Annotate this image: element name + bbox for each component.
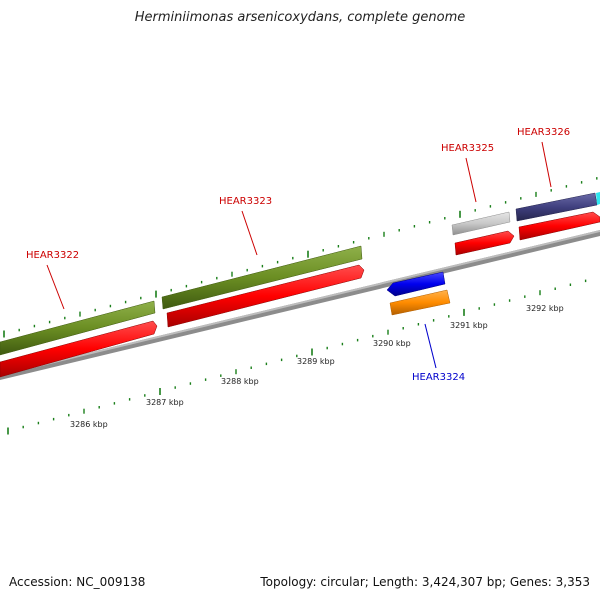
scale-label: 3289 kbp	[297, 357, 335, 366]
map-title: Herminiimonas arsenicoxydans, complete g…	[134, 10, 466, 25]
scale-label: 3286 kbp	[70, 420, 108, 429]
gene-bar-hear3322[interactable]	[0, 300, 156, 356]
gene-bar-hear3323[interactable]	[161, 245, 363, 310]
cds-arrow-hear3326[interactable]	[518, 211, 600, 241]
genome-backbone-highlight	[0, 230, 600, 376]
gene-bar-edge	[596, 192, 600, 205]
gene-label-hear3324[interactable]: HEAR3324	[412, 372, 465, 383]
leader-line-hear3326	[541, 141, 552, 188]
leader-line-hear3322	[46, 264, 65, 310]
leader-line-hear3323	[241, 210, 258, 256]
gene-label-hear3322[interactable]: HEAR3322	[26, 250, 79, 261]
upper-tick-track	[3, 177, 598, 338]
leader-line-hear3325	[465, 157, 477, 203]
scale-label: 3292 kbp	[526, 304, 564, 313]
lower-tick-track	[7, 279, 587, 435]
gene-label-hear3323[interactable]: HEAR3323	[219, 196, 272, 207]
gene-label-hear3326[interactable]: HEAR3326	[517, 127, 570, 138]
gene-bar-hear3325[interactable]	[451, 211, 511, 236]
gene-arrow-hear3324[interactable]	[386, 271, 446, 297]
gene-label-hear3325[interactable]: HEAR3325	[441, 143, 494, 154]
cds-arrow-hear3323[interactable]	[166, 264, 365, 328]
leader-line-hear3324	[424, 323, 437, 369]
accession-text: Accession: NC_009138	[9, 575, 146, 589]
gene-bar-hear3324[interactable]	[389, 289, 451, 316]
cds-arrow-hear3325[interactable]	[454, 230, 515, 256]
genome-summary-text: Topology: circular; Length: 3,424,307 bp…	[260, 575, 590, 589]
scale-label: 3287 kbp	[146, 398, 184, 407]
scale-label: 3290 kbp	[373, 339, 411, 348]
scale-label: 3291 kbp	[450, 321, 488, 330]
scale-label: 3288 kbp	[221, 377, 259, 386]
cds-arrow-hear3322[interactable]	[0, 320, 158, 378]
